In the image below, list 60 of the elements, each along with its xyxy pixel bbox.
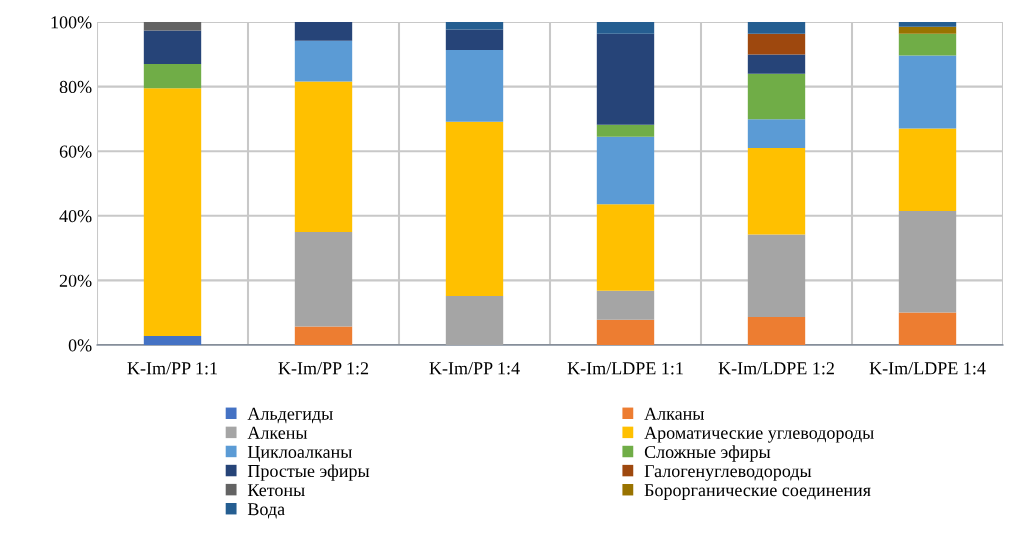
bar xyxy=(143,63,202,89)
bar xyxy=(747,54,806,74)
legend-label: Кетоны xyxy=(247,484,305,497)
bar xyxy=(747,316,806,345)
legend-label: Борорганические соединения xyxy=(644,484,871,500)
legend-label: Альдегиды xyxy=(247,407,333,424)
bar xyxy=(445,29,504,51)
legend-label: Ароматические углеводороды xyxy=(644,426,874,443)
legend-label: Циклоалканы xyxy=(247,446,352,462)
bar xyxy=(898,128,957,211)
bar xyxy=(445,295,504,345)
bar xyxy=(143,335,202,345)
x-tick-label: K-Im/PP 1:4 xyxy=(429,362,520,375)
bar xyxy=(294,22,353,41)
bar xyxy=(445,50,504,122)
bar xyxy=(898,22,957,27)
bar xyxy=(596,124,655,137)
legend-label: Алкены xyxy=(247,426,308,439)
bar xyxy=(898,33,957,56)
bar xyxy=(747,147,806,235)
y-tick-label: 100% xyxy=(51,16,92,29)
bar xyxy=(596,136,655,205)
bar xyxy=(747,22,806,34)
bar xyxy=(294,231,353,327)
bar xyxy=(445,22,504,30)
bar xyxy=(596,204,655,291)
bar xyxy=(445,121,504,296)
bar xyxy=(747,234,806,317)
x-tick-label: K-Im/LDPE 1:2 xyxy=(718,362,834,375)
bar xyxy=(898,55,957,129)
x-tick-label: K-Im/LDPE 1:1 xyxy=(567,362,683,375)
x-tick-label: K-Im/PP 1:1 xyxy=(127,362,217,375)
legend-label: Вода xyxy=(247,503,285,519)
legend-label: Алканы xyxy=(644,407,705,420)
legend-label: Сложные эфиры xyxy=(644,445,771,462)
bar xyxy=(143,22,202,31)
x-tick-label: K-Im/LDPE 1:4 xyxy=(869,362,986,375)
bar xyxy=(747,33,806,55)
x-tick-label: K-Im/PP 1:2 xyxy=(278,362,369,375)
y-tick-label: 60% xyxy=(59,145,92,158)
bar xyxy=(747,119,806,148)
bar xyxy=(596,22,655,34)
y-tick-label: 80% xyxy=(59,80,92,94)
bar xyxy=(143,30,202,64)
bar xyxy=(294,326,353,345)
legend-label: Простые эфиры xyxy=(247,464,370,481)
legend-label: Галогенуглеводороды xyxy=(644,465,812,481)
bar xyxy=(898,312,957,345)
bar xyxy=(596,33,655,125)
bar xyxy=(143,88,202,336)
bar xyxy=(596,290,655,320)
bar xyxy=(596,319,655,345)
bar xyxy=(898,26,957,34)
bar xyxy=(898,210,957,313)
y-tick-label: 20% xyxy=(59,274,92,287)
bar xyxy=(294,40,353,82)
y-tick-label: 40% xyxy=(59,210,92,223)
bar xyxy=(294,81,353,232)
bar xyxy=(747,73,806,120)
y-tick-label: 0% xyxy=(68,339,92,352)
